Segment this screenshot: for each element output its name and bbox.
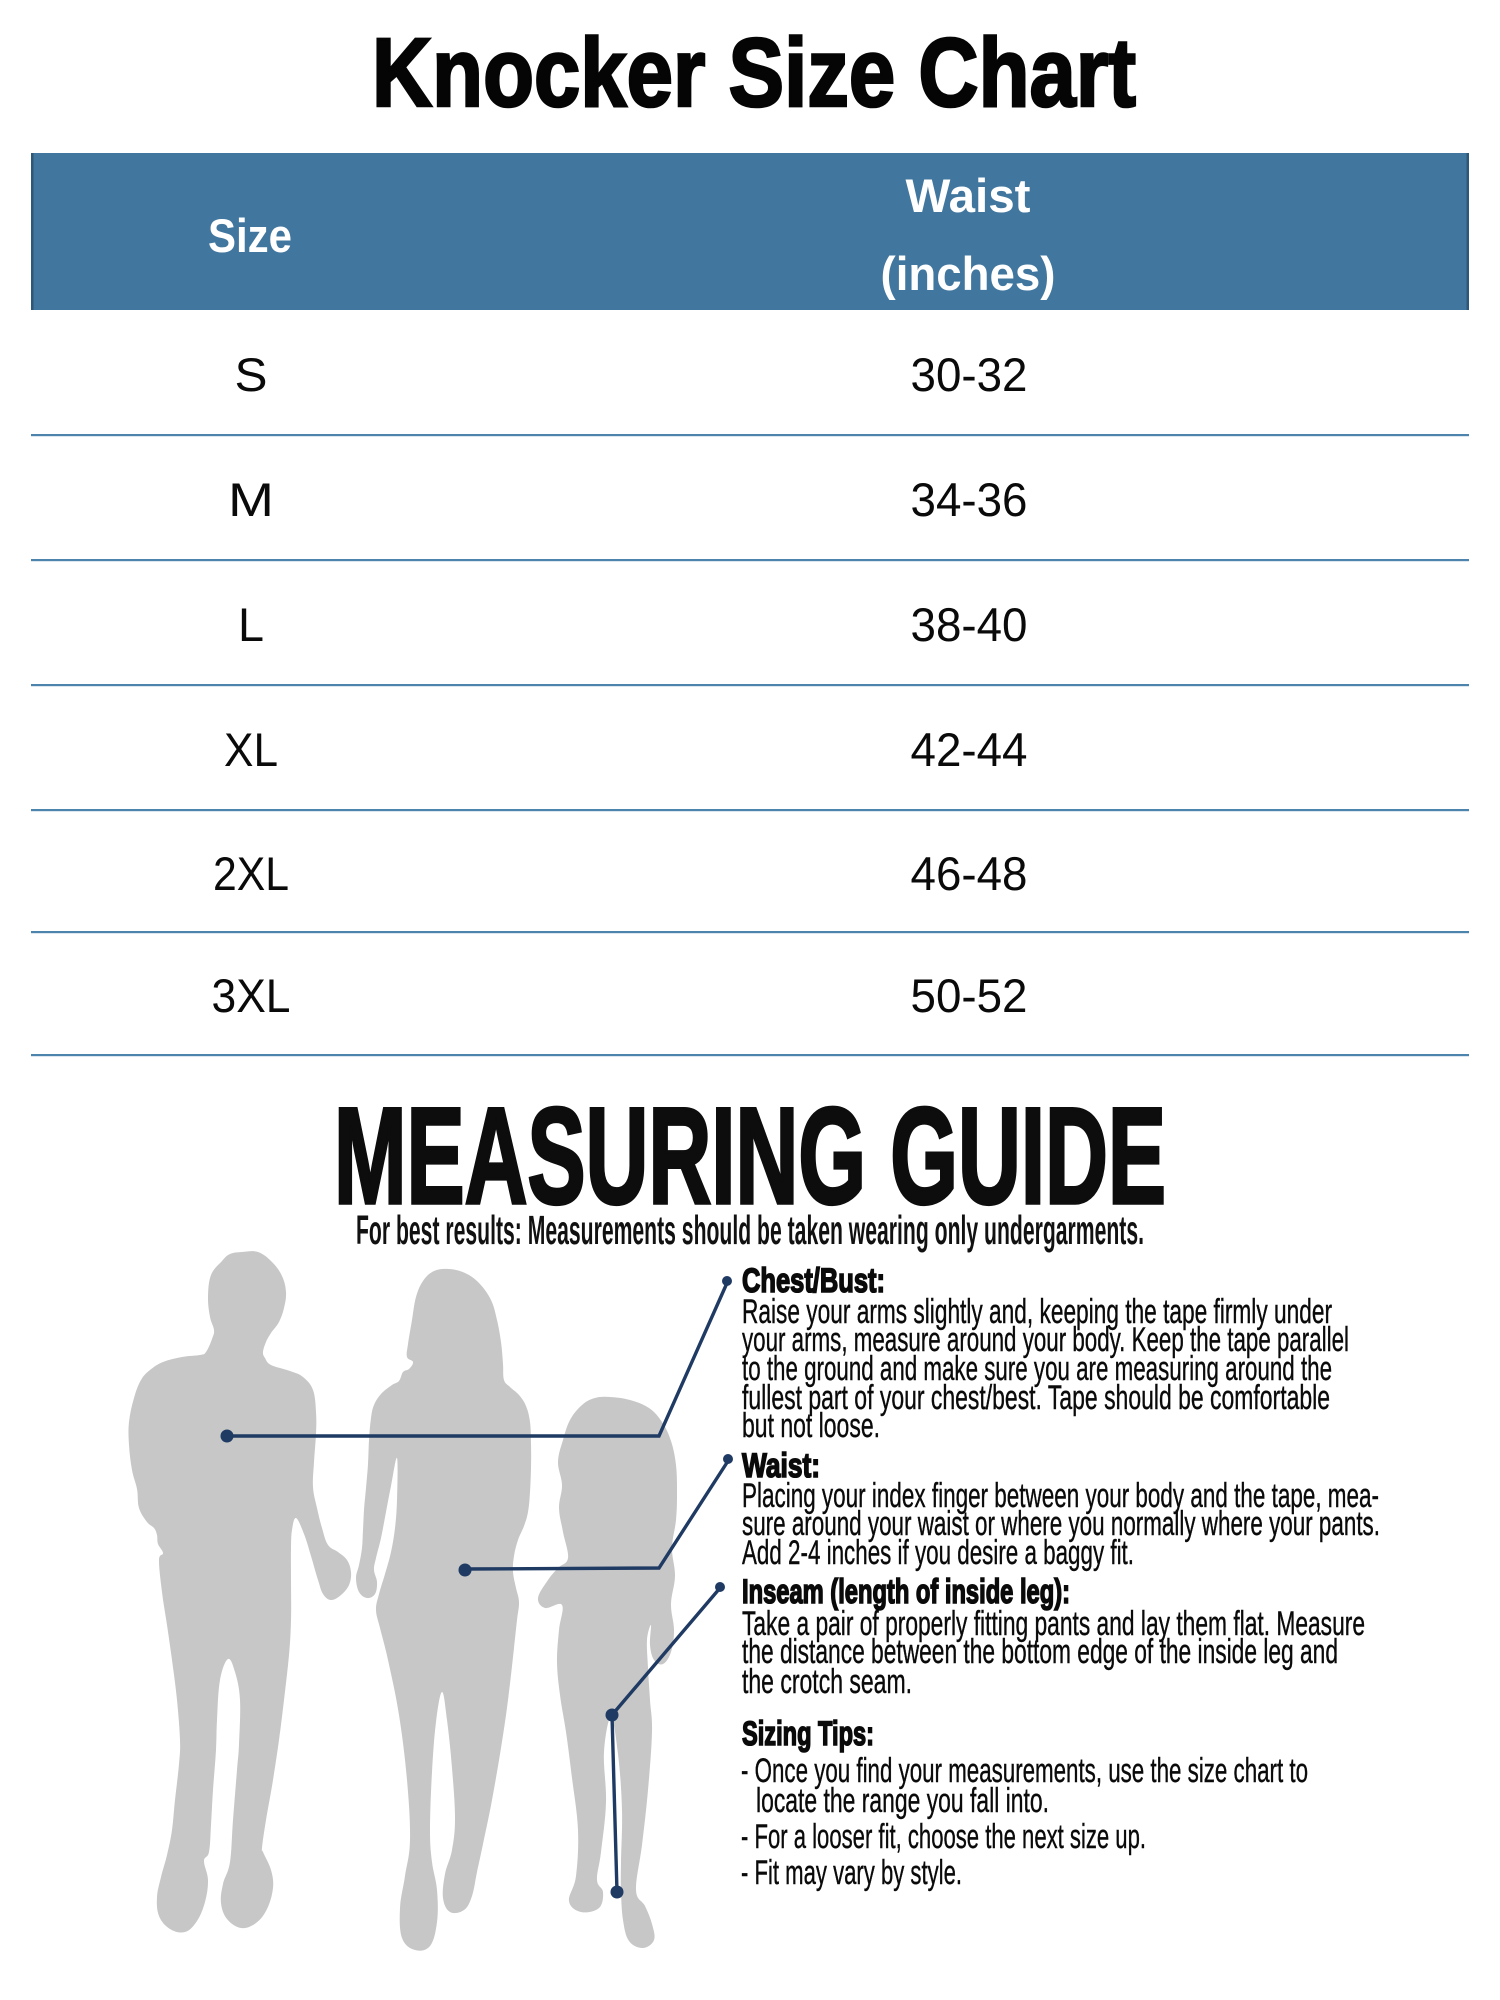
- svg-text:38-40: 38-40: [911, 598, 1028, 651]
- svg-text:the distance between the botto: the distance between the bottom edge of …: [742, 1633, 1338, 1671]
- svg-text:to the ground and make sure yo: to the ground and make sure you are meas…: [742, 1350, 1332, 1388]
- svg-text:Sizing Tips:: Sizing Tips:: [742, 1715, 874, 1753]
- svg-text:For best results: Measurements: For best results: Measurements should be…: [356, 1207, 1144, 1253]
- svg-text:- For a looser fit, choose the: - For a looser fit, choose the next size…: [741, 1818, 1146, 1856]
- svg-text:Inseam (length of inside leg):: Inseam (length of inside leg):: [742, 1573, 1070, 1611]
- svg-text:Size: Size: [208, 209, 292, 262]
- svg-text:locate the range you fall into: locate the range you fall into.: [756, 1782, 1049, 1820]
- svg-text:Take a pair of properly fittin: Take a pair of properly fitting pants an…: [742, 1605, 1365, 1643]
- svg-text:34-36: 34-36: [911, 473, 1028, 526]
- svg-text:30-32: 30-32: [911, 348, 1028, 401]
- svg-text:S: S: [235, 348, 268, 401]
- svg-text:Chest/Bust:: Chest/Bust:: [742, 1262, 885, 1300]
- svg-text:- Fit may vary by style.: - Fit may vary by style.: [741, 1854, 962, 1892]
- svg-text:Waist: Waist: [906, 169, 1031, 222]
- svg-text:the crotch seam.: the crotch seam.: [742, 1663, 912, 1701]
- svg-text:XL: XL: [224, 723, 278, 776]
- svg-text:50-52: 50-52: [911, 969, 1028, 1022]
- svg-text:3XL: 3XL: [212, 969, 291, 1022]
- svg-text:Knocker Size Chart: Knocker Size Chart: [372, 18, 1136, 127]
- svg-text:sure around your waist or wher: sure around your waist or where you norm…: [742, 1505, 1380, 1543]
- svg-text:Placing your index finger betw: Placing your index finger between your b…: [742, 1477, 1379, 1515]
- svg-text:M: M: [228, 473, 274, 526]
- svg-text:your arms, measure around your: your arms, measure around your body. Kee…: [742, 1321, 1349, 1359]
- svg-text:- Once you find your measureme: - Once you find your measurements, use t…: [741, 1752, 1308, 1790]
- svg-text:L: L: [238, 598, 264, 651]
- svg-text:but not loose.: but not loose.: [742, 1407, 880, 1445]
- svg-text:(inches): (inches): [881, 247, 1056, 300]
- svg-text:Waist:: Waist:: [742, 1447, 820, 1485]
- svg-text:fullest part of your chest/bes: fullest part of your chest/best. Tape sh…: [742, 1379, 1330, 1417]
- svg-text:46-48: 46-48: [911, 847, 1028, 900]
- svg-text:42-44: 42-44: [911, 723, 1028, 776]
- svg-text:Raise your arms slightly and,: Raise your arms slightly and, keeping th…: [742, 1293, 1332, 1331]
- svg-text:Add 2-4 inches if you desire a: Add 2-4 inches if you desire a baggy fit…: [742, 1534, 1134, 1572]
- svg-text:MEASURING GUIDE: MEASURING GUIDE: [334, 1080, 1166, 1233]
- svg-text:2XL: 2XL: [213, 847, 289, 900]
